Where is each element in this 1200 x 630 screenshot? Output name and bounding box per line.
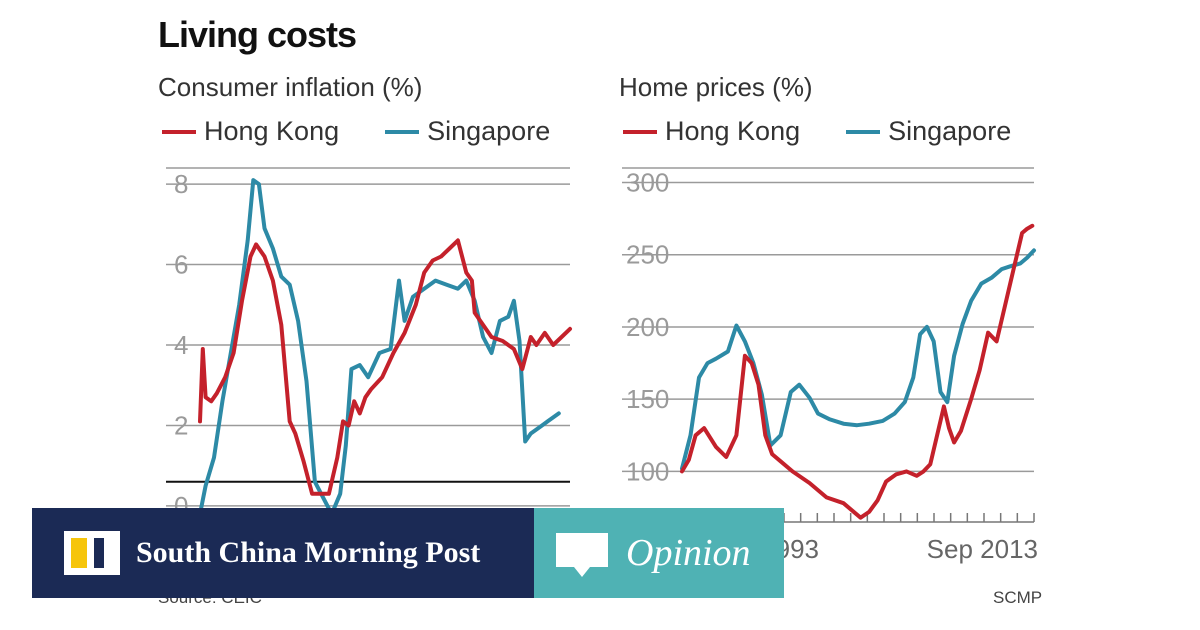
y-tick-label: 6 xyxy=(174,250,188,280)
x-tick-label-end: Sep 2013 xyxy=(927,534,1038,564)
legend-swatch-singapore xyxy=(846,129,881,134)
chart-title: Living costs xyxy=(158,14,357,55)
section-name: Opinion xyxy=(626,532,751,574)
y-tick-label: 200 xyxy=(626,312,669,342)
y-tick-label: 250 xyxy=(626,240,669,270)
left-legend: Hong Kong Singapore xyxy=(162,116,596,147)
y-tick-label: 8 xyxy=(174,169,188,199)
y-tick-label: 4 xyxy=(174,330,188,360)
y-tick-label: 100 xyxy=(626,456,669,486)
legend-label-hong-kong: Hong Kong xyxy=(204,116,340,146)
credit-note: SCMP xyxy=(993,588,1043,607)
legend-label-singapore: Singapore xyxy=(427,116,551,146)
opinion-section[interactable]: Opinion xyxy=(534,508,784,598)
series-line-singapore xyxy=(680,248,1036,471)
right-legend: Hong Kong Singapore xyxy=(623,116,1057,147)
brand-banner[interactable]: South China Morning Post Opinion xyxy=(32,508,784,598)
legend-swatch-hong-kong xyxy=(162,129,196,134)
series-line-hong-kong xyxy=(198,238,572,496)
series-line-hong-kong xyxy=(680,223,1035,520)
scmp-brand[interactable]: South China Morning Post xyxy=(32,508,534,598)
legend-label-hong-kong: Hong Kong xyxy=(665,116,801,146)
legend-item-hong-kong: Hong Kong xyxy=(162,116,339,147)
scmp-logo-icon xyxy=(64,531,120,575)
legend-item-hong-kong: Hong Kong xyxy=(623,116,800,147)
speech-bubble-icon xyxy=(556,533,608,577)
y-tick-label: 2 xyxy=(174,410,188,440)
legend-swatch-singapore xyxy=(385,129,420,134)
y-tick-label: 300 xyxy=(626,167,669,197)
legend-item-singapore: Singapore xyxy=(385,116,550,147)
legend-item-singapore: Singapore xyxy=(846,116,1011,147)
legend-label-singapore: Singapore xyxy=(888,116,1012,146)
left-chart-subtitle: Consumer inflation (%) xyxy=(158,72,423,102)
legend-swatch-hong-kong xyxy=(623,129,657,134)
y-tick-label: 150 xyxy=(626,384,669,414)
publication-name: South China Morning Post xyxy=(136,536,481,569)
series-line-singapore xyxy=(198,178,561,516)
right-chart-subtitle: Home prices (%) xyxy=(619,72,813,102)
